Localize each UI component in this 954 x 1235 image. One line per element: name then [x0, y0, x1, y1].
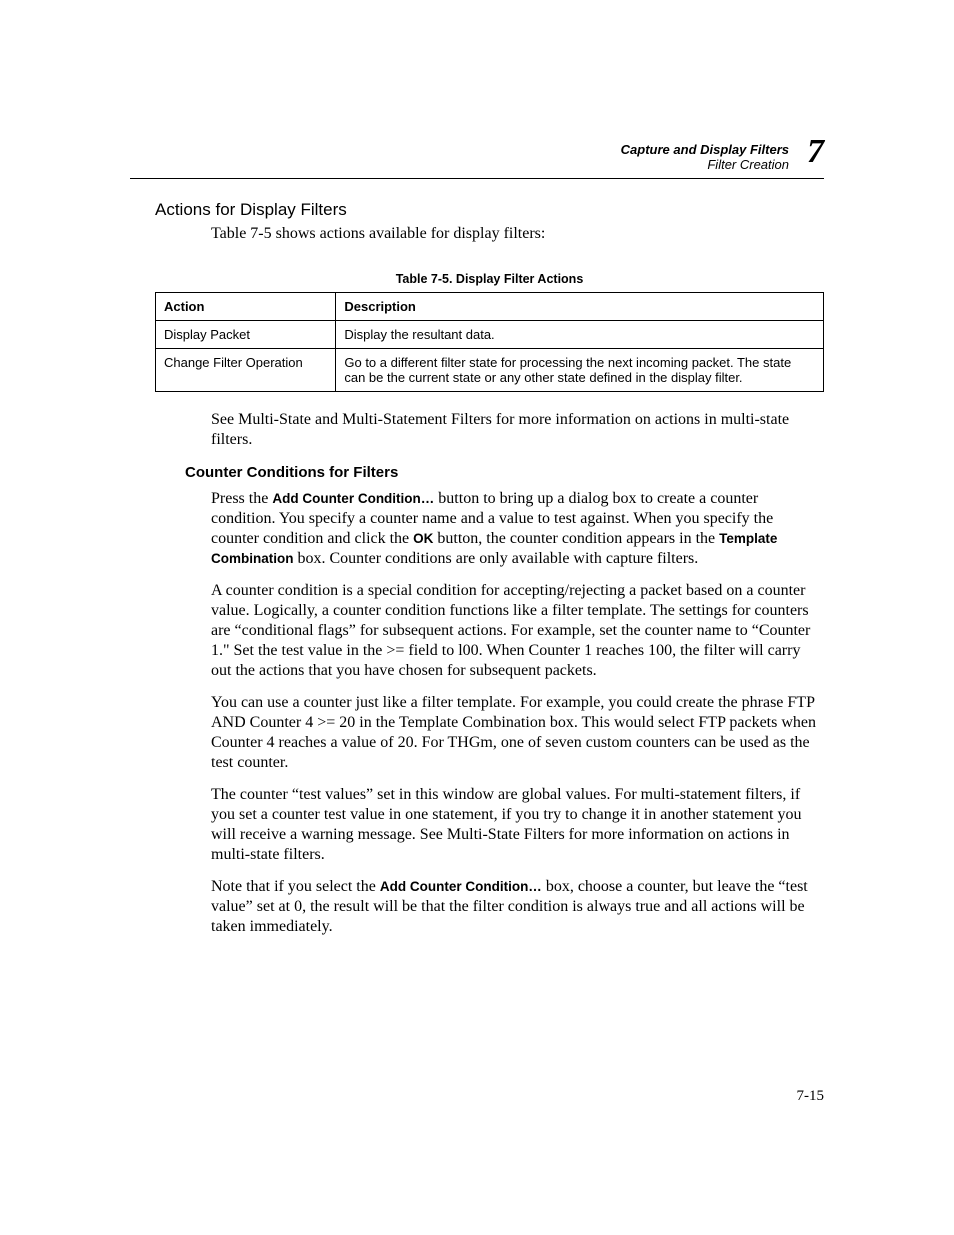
table-row: Display Packet Display the resultant dat…	[156, 321, 824, 349]
table-header-action: Action	[156, 293, 336, 321]
subsection-heading: Counter Conditions for Filters	[185, 464, 824, 481]
body-paragraph: A counter condition is a special conditi…	[211, 581, 824, 681]
table-cell: Go to a different filter state for proce…	[336, 349, 824, 392]
chapter-number: 7	[807, 135, 824, 169]
body-paragraph: Press the Add Counter Condition… button …	[211, 489, 824, 569]
ui-label: Add Counter Condition…	[380, 879, 542, 894]
section-intro: Table 7-5 shows actions available for di…	[211, 224, 824, 244]
section-heading: Actions for Display Filters	[155, 200, 824, 220]
header-rule	[130, 178, 824, 179]
table-header-description: Description	[336, 293, 824, 321]
chapter-title: Capture and Display Filters	[621, 142, 789, 157]
body-paragraph: The counter “test values” set in this wi…	[211, 785, 824, 865]
table-cell: Display Packet	[156, 321, 336, 349]
ui-label: Add Counter Condition…	[272, 491, 434, 506]
section-title: Filter Creation	[621, 157, 789, 172]
after-table-note: See Multi-State and Multi-Statement Filt…	[211, 410, 824, 450]
table-cell: Change Filter Operation	[156, 349, 336, 392]
table-row: Change Filter Operation Go to a differen…	[156, 349, 824, 392]
body-paragraph: Note that if you select the Add Counter …	[211, 877, 824, 937]
table-cell: Display the resultant data.	[336, 321, 824, 349]
display-filter-actions-table: Action Description Display Packet Displa…	[155, 292, 824, 392]
table-caption: Table 7-5. Display Filter Actions	[155, 272, 824, 286]
body-paragraph: You can use a counter just like a filter…	[211, 693, 824, 773]
page-number: 7-15	[797, 1088, 825, 1105]
ui-label: OK	[413, 531, 433, 546]
page-header: Capture and Display Filters Filter Creat…	[621, 142, 789, 172]
